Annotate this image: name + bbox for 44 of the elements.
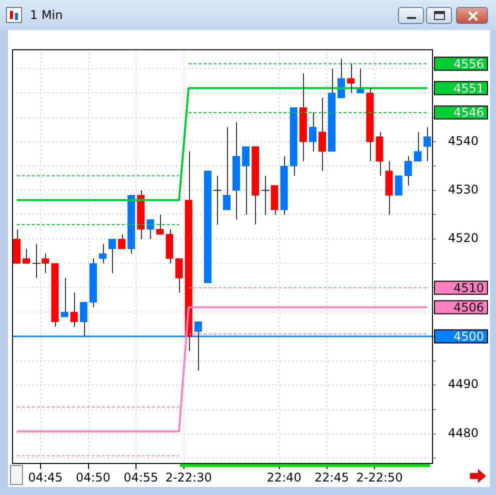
candlestick: [32, 243, 41, 279]
candlestick: [22, 248, 30, 264]
candlestick: [222, 126, 231, 210]
candlestick: [12, 228, 21, 264]
candlestick: [366, 88, 374, 162]
y-tick-label: 4480: [448, 426, 479, 440]
candlestick: [89, 258, 97, 308]
candlestick: [175, 258, 183, 294]
x-tick-label: 2-22:50: [356, 470, 403, 484]
candlestick: [376, 131, 384, 176]
legend-label: 4546: [453, 106, 484, 120]
y-tick-label: 4490: [448, 377, 479, 392]
y-tick-label: 4530: [448, 182, 479, 197]
candlestick: [252, 146, 260, 225]
candlestick: [347, 63, 355, 94]
candlestick: [213, 175, 222, 225]
text: 4556: [453, 56, 484, 71]
candlestick: [166, 228, 174, 264]
y-tick-label: 4540: [448, 134, 479, 148]
candlestick: [385, 160, 393, 216]
x-tick-label: 22:40: [266, 470, 302, 484]
candlestick: [51, 263, 59, 328]
legend-label: 4506: [453, 300, 484, 314]
candlestick: [261, 175, 270, 216]
candlestick: [60, 278, 68, 318]
candlestick: [232, 122, 240, 220]
candlestick: [127, 194, 136, 254]
candlestick: [328, 68, 336, 152]
candlestick: [308, 112, 317, 152]
legend-label: 4551: [453, 81, 484, 96]
x-tick-label: 2-22:30: [165, 470, 212, 484]
candlestick: [299, 73, 307, 162]
candlestick: [280, 156, 288, 216]
x-tick-label: 04:55: [124, 470, 158, 484]
candlestick: [404, 156, 412, 186]
ref-line-label: 4500: [453, 330, 484, 344]
x-tick-label: 22:45: [314, 470, 350, 484]
chart-title: 1 Min: [30, 8, 63, 22]
x-tick-label: 04:50: [76, 470, 110, 484]
candlestick: [318, 97, 326, 172]
y-tick-label: 4520: [448, 231, 479, 246]
text: 4510: [453, 280, 484, 295]
candlestick: [242, 146, 250, 216]
x-tick-label: 04:45: [28, 470, 63, 484]
